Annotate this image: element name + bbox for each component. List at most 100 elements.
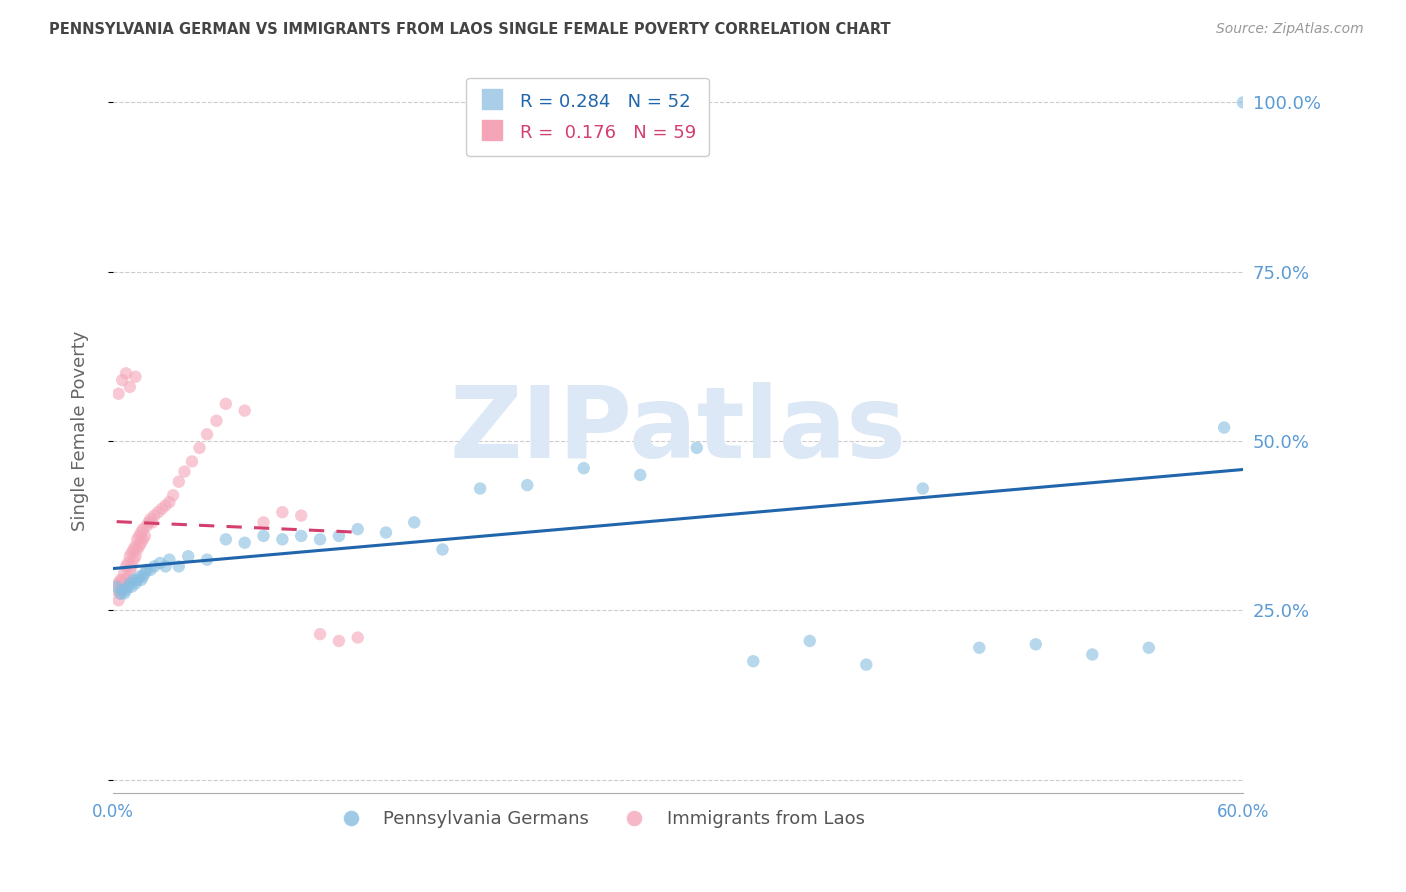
Point: [309, 533, 332, 547]
Point: [105, 583, 128, 598]
Point: [155, 559, 177, 574]
Point: [328, 529, 350, 543]
Point: [128, 529, 150, 543]
Point: [375, 525, 398, 540]
Point: [128, 569, 150, 583]
Point: [112, 586, 135, 600]
Point: [628, 467, 651, 482]
Point: [572, 461, 595, 475]
Point: [911, 482, 934, 496]
Point: [146, 505, 169, 519]
Point: [132, 569, 155, 583]
Point: [157, 552, 180, 566]
Text: ZIPatlas: ZIPatlas: [450, 383, 907, 479]
Point: [346, 631, 368, 645]
Point: [128, 539, 150, 553]
Point: [118, 380, 141, 394]
Point: [516, 478, 538, 492]
Point: [328, 634, 350, 648]
Point: [111, 573, 134, 587]
Point: [139, 563, 162, 577]
Point: [404, 516, 426, 530]
Point: [122, 573, 145, 587]
Point: [110, 586, 132, 600]
Point: [195, 552, 218, 566]
Point: [134, 529, 156, 543]
Point: [124, 369, 146, 384]
Point: [127, 533, 149, 547]
Point: [205, 414, 228, 428]
Point: [149, 556, 172, 570]
Point: [134, 566, 156, 581]
Point: [290, 508, 312, 523]
Point: [107, 593, 129, 607]
Point: [115, 573, 138, 587]
Point: [150, 501, 173, 516]
Point: [177, 549, 200, 564]
Point: [252, 529, 274, 543]
Point: [107, 386, 129, 401]
Point: [127, 542, 149, 557]
Point: [122, 552, 145, 566]
Point: [233, 403, 256, 417]
Point: [135, 563, 157, 577]
Point: [121, 580, 143, 594]
Point: [252, 516, 274, 530]
Point: [132, 533, 155, 547]
Point: [121, 559, 143, 574]
Point: [309, 627, 332, 641]
Point: [195, 427, 218, 442]
Point: [129, 525, 152, 540]
Point: [173, 465, 195, 479]
Point: [1213, 420, 1236, 434]
Point: [122, 542, 145, 557]
Point: [167, 559, 190, 574]
Point: [162, 488, 184, 502]
Point: [215, 397, 238, 411]
Point: [111, 580, 134, 594]
Point: [271, 505, 294, 519]
Point: [138, 516, 160, 530]
Point: [271, 533, 294, 547]
Point: [432, 542, 454, 557]
Point: [129, 535, 152, 549]
Point: [117, 556, 139, 570]
Point: [143, 508, 166, 523]
Point: [969, 640, 991, 655]
Point: [141, 516, 163, 530]
Point: [346, 522, 368, 536]
Point: [215, 533, 238, 547]
Point: [155, 499, 177, 513]
Point: [554, 95, 576, 110]
Point: [124, 576, 146, 591]
Point: [1232, 95, 1254, 110]
Point: [181, 454, 204, 468]
Point: [117, 569, 139, 583]
Text: PENNSYLVANIA GERMAN VS IMMIGRANTS FROM LAOS SINGLE FEMALE POVERTY CORRELATION CH: PENNSYLVANIA GERMAN VS IMMIGRANTS FROM L…: [49, 22, 891, 37]
Point: [157, 495, 180, 509]
Point: [124, 539, 146, 553]
Point: [1025, 637, 1047, 651]
Point: [121, 546, 143, 560]
Point: [124, 549, 146, 564]
Point: [118, 576, 141, 591]
Point: [112, 576, 135, 591]
Point: [742, 654, 765, 668]
Point: [111, 583, 134, 598]
Point: [115, 559, 138, 574]
Point: [115, 583, 138, 598]
Point: [1137, 640, 1160, 655]
Point: [167, 475, 190, 489]
Point: [233, 535, 256, 549]
Point: [468, 482, 491, 496]
Point: [112, 566, 135, 581]
Text: Source: ZipAtlas.com: Source: ZipAtlas.com: [1216, 22, 1364, 37]
Point: [110, 573, 132, 587]
Point: [127, 573, 149, 587]
Point: [129, 573, 152, 587]
Point: [139, 512, 162, 526]
Point: [105, 580, 128, 594]
Point: [110, 586, 132, 600]
Point: [132, 522, 155, 536]
Point: [143, 559, 166, 574]
